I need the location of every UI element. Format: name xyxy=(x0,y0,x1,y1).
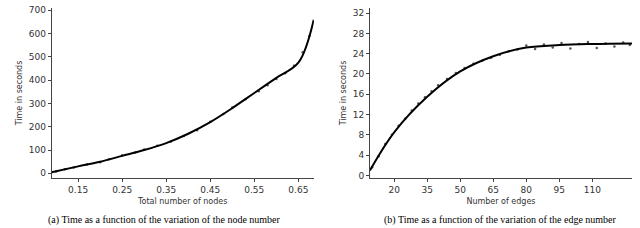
svg-text:28: 28 xyxy=(353,29,365,39)
svg-text:95: 95 xyxy=(554,185,565,195)
svg-text:Time in seconds: Time in seconds xyxy=(339,61,348,127)
svg-text:0: 0 xyxy=(358,171,364,181)
svg-text:100: 100 xyxy=(29,145,46,155)
svg-text:4: 4 xyxy=(358,150,364,160)
svg-text:(b) Time as a function of the: (b) Time as a function of the variation … xyxy=(384,214,617,226)
svg-text:35: 35 xyxy=(421,185,432,195)
svg-text:500: 500 xyxy=(29,52,46,62)
svg-text:16: 16 xyxy=(353,89,365,99)
svg-text:600: 600 xyxy=(29,29,46,39)
svg-text:0.65: 0.65 xyxy=(288,185,308,195)
svg-text:0.25: 0.25 xyxy=(112,185,132,195)
svg-text:80: 80 xyxy=(521,185,533,195)
svg-text:300: 300 xyxy=(29,99,46,109)
svg-text:20: 20 xyxy=(388,185,400,195)
svg-text:(a) Time as a function of the: (a) Time as a function of the variation … xyxy=(48,214,281,226)
svg-text:0.35: 0.35 xyxy=(156,185,176,195)
svg-text:200: 200 xyxy=(29,122,46,132)
svg-text:0.15: 0.15 xyxy=(68,185,88,195)
svg-text:0.55: 0.55 xyxy=(244,185,264,195)
svg-text:32: 32 xyxy=(353,8,364,18)
svg-text:110: 110 xyxy=(584,185,601,195)
svg-text:Total number of nodes: Total number of nodes xyxy=(137,197,227,206)
svg-text:Time in seconds: Time in seconds xyxy=(15,61,24,127)
svg-text:24: 24 xyxy=(353,49,365,59)
svg-text:65: 65 xyxy=(488,185,499,195)
svg-text:0: 0 xyxy=(40,168,46,178)
svg-text:8: 8 xyxy=(358,130,364,140)
svg-text:12: 12 xyxy=(353,110,364,120)
svg-text:0.45: 0.45 xyxy=(200,185,220,195)
svg-text:20: 20 xyxy=(353,69,365,79)
svg-text:50: 50 xyxy=(454,185,466,195)
svg-text:400: 400 xyxy=(29,75,46,85)
svg-text:700: 700 xyxy=(29,5,46,15)
svg-text:Number of edges: Number of edges xyxy=(466,197,535,206)
